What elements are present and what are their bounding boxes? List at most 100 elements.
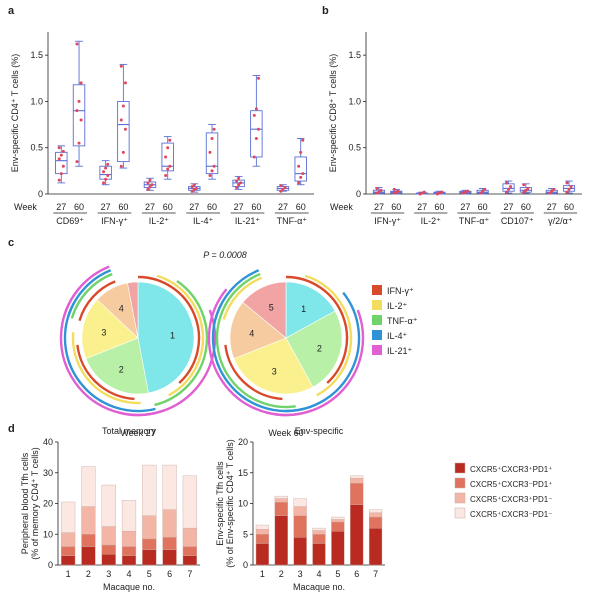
x-axis-title: Macaque no. (103, 582, 155, 592)
week-tick-label: 60 (478, 202, 488, 212)
bar-segment (255, 534, 270, 544)
data-point (396, 189, 400, 193)
data-point (392, 187, 396, 191)
week-tick-label: 27 (56, 202, 66, 212)
data-point (106, 162, 110, 166)
week-tick-label: 60 (118, 202, 128, 212)
data-point (123, 81, 127, 85)
data-point (239, 181, 243, 185)
y-tick-label: 1.5 (30, 50, 43, 60)
box (250, 110, 263, 158)
y-tick-label: 20 (238, 437, 248, 447)
bar-segment (121, 546, 137, 556)
cytokine-arc (304, 274, 353, 397)
week-tick-label: 60 (163, 202, 173, 212)
data-point (256, 76, 260, 80)
x-tick-label: 2 (86, 569, 91, 579)
legend-label: TNF-α⁺ (387, 316, 418, 326)
data-point (254, 136, 258, 140)
data-point (252, 155, 256, 159)
bar-segment (81, 546, 96, 566)
legend-label: CXCR5⁺CXCR3⁺PD1⁺ (470, 465, 552, 474)
bar-chart-total-memory: Total memory 0 10 20 30 40 Peripheral blood Tf… (20, 426, 200, 592)
data-point (61, 149, 65, 153)
bar-segment (81, 534, 96, 547)
cytokine-arc (66, 269, 112, 318)
data-point (254, 107, 258, 111)
data-point (279, 189, 283, 193)
y-axis-title: Peripheral blood Tfh cells (20, 452, 30, 554)
x-tick-label: 3 (106, 569, 111, 579)
cytokine-arc (63, 265, 110, 317)
bar-segment (162, 509, 177, 538)
y-tick-label: 0 (243, 560, 248, 570)
bar-segment (274, 495, 288, 499)
category-label: IL-4⁺ (193, 216, 214, 226)
cytokine-arc (137, 275, 201, 384)
data-point (75, 160, 79, 164)
data-point (119, 164, 123, 168)
pie-slice-label: 4 (249, 329, 254, 339)
bar-segment (293, 506, 307, 517)
pie-slice (242, 281, 287, 339)
data-point (507, 187, 511, 191)
data-point (77, 99, 81, 103)
bar-segment (162, 537, 177, 550)
x-tick-label: 4 (126, 569, 131, 579)
bar-segment (121, 530, 137, 547)
data-point (79, 81, 83, 85)
data-point (168, 138, 172, 142)
data-point (297, 181, 301, 185)
cytokine-arc (285, 275, 349, 384)
category-label: CD69⁺ (56, 216, 84, 226)
bar-segment (101, 544, 116, 555)
bar-segment (255, 524, 270, 530)
bar-segment (162, 549, 177, 566)
pie-slice-label: 2 (317, 344, 322, 354)
data-point (61, 164, 65, 168)
panel-label-d: d (8, 423, 15, 435)
x-tick-label: 6 (167, 569, 172, 579)
data-point (148, 178, 152, 182)
data-point (164, 155, 168, 159)
legend-swatch (372, 315, 382, 325)
week-tick-label: 60 (521, 202, 531, 212)
bar-segment (368, 516, 383, 529)
data-point (194, 186, 198, 190)
bar-segment (293, 537, 307, 566)
week-tick-label: 27 (145, 202, 155, 212)
week-tick-label: 27 (547, 202, 557, 212)
bar-segment (312, 534, 326, 544)
legend-label: IFN-γ⁺ (387, 286, 414, 296)
category-label: IL-21⁺ (235, 216, 261, 226)
y-axis-title: Env-specific CD4⁺ T cells (%) (10, 54, 20, 172)
cytokine-arc (222, 276, 263, 320)
legend-label: IL-2⁺ (387, 301, 408, 311)
x-tick-label: 7 (373, 569, 378, 579)
data-point (237, 183, 241, 187)
pie-slice-label: 2 (119, 364, 124, 374)
y-tick-label: 0 (356, 189, 361, 199)
pie-title: Week 27 (120, 428, 155, 438)
data-point (57, 157, 61, 161)
legend-swatch (454, 477, 466, 489)
legend-swatch (372, 285, 382, 295)
x-tick-label: 5 (335, 569, 340, 579)
data-point (297, 164, 301, 168)
legend-swatch (454, 492, 466, 504)
bar-segment (331, 516, 345, 520)
data-point (465, 189, 469, 193)
data-point (102, 181, 106, 185)
bar-segment (312, 530, 326, 535)
pie-slice-label: 3 (272, 367, 277, 377)
bar-segment (182, 475, 197, 529)
bar-segment (61, 501, 76, 533)
data-point (104, 177, 108, 181)
y-tick-label: 0.5 (348, 143, 361, 153)
bar-chart-title: Total memory (102, 426, 157, 436)
bar-segment (331, 530, 345, 566)
x-tick-label: 6 (354, 569, 359, 579)
pie-slice-label: 5 (269, 303, 274, 313)
data-point (379, 188, 383, 192)
